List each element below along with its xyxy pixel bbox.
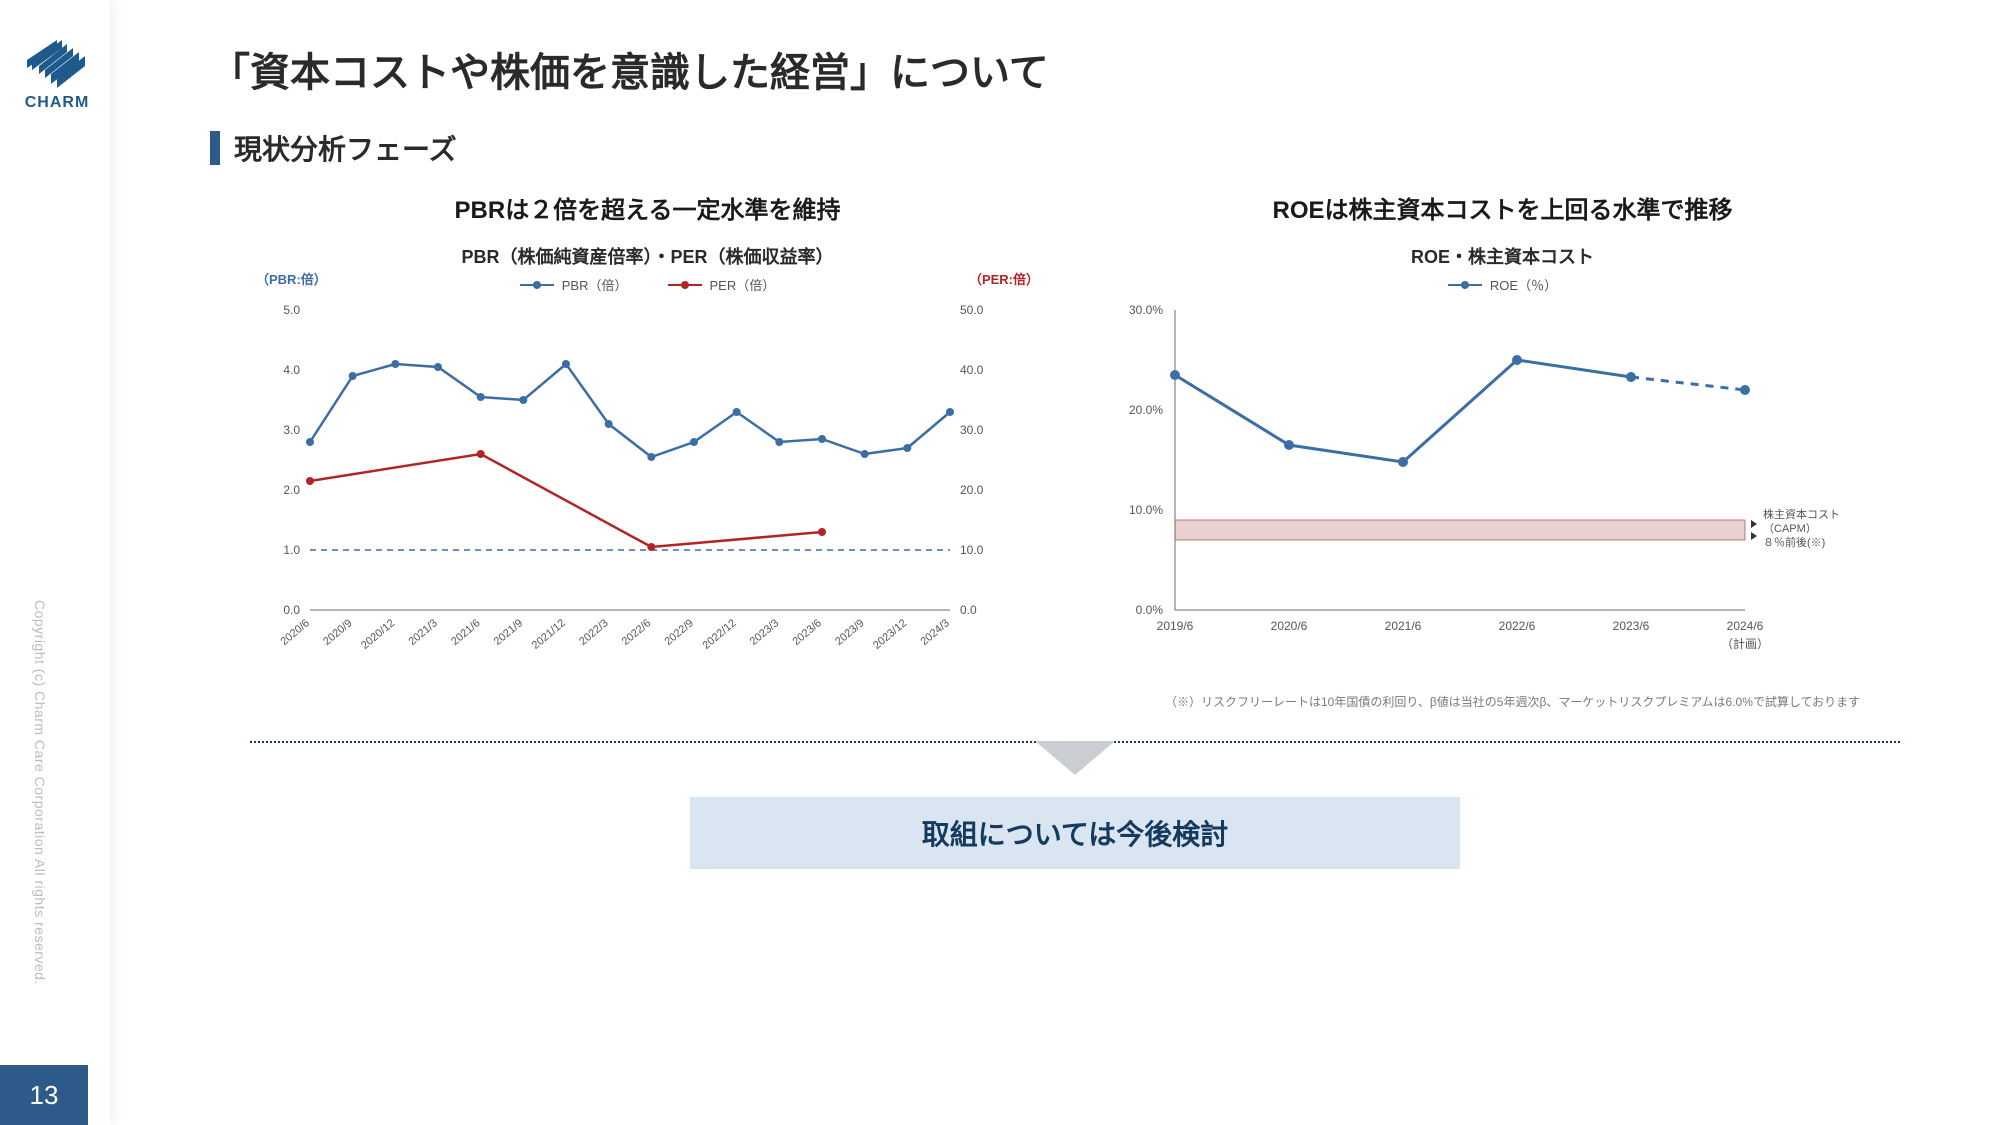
roe-chart-block: ROEは株主資本コストを上回る水準で推移 ROE・株主資本コスト ROE（％） … xyxy=(1105,190,1900,711)
svg-text:2019/6: 2019/6 xyxy=(1157,619,1194,633)
svg-text:1.0: 1.0 xyxy=(283,543,300,557)
svg-text:2023/9: 2023/9 xyxy=(833,617,866,648)
right-block-heading: ROEは株主資本コストを上回る水準で推移 xyxy=(1105,190,1900,225)
svg-text:10.0%: 10.0% xyxy=(1129,503,1163,517)
page-number: 13 xyxy=(0,1065,88,1125)
svg-text:2022/3: 2022/3 xyxy=(577,617,610,648)
svg-text:2020/6: 2020/6 xyxy=(1271,619,1308,633)
svg-text:2022/12: 2022/12 xyxy=(700,617,738,652)
svg-text:2021/6: 2021/6 xyxy=(449,617,482,648)
right-chart-legend: ROE（％） xyxy=(1105,275,1900,294)
pbr-per-chart: 0.0 1.0 2.0 3.0 4.0 5.0 0.0 10.0 20.0 30.0 40.0 50.… xyxy=(250,300,1010,680)
svg-text:８％前後(※): ８％前後(※) xyxy=(1763,535,1825,549)
svg-text:2021/9: 2021/9 xyxy=(492,617,525,648)
section-header: 現状分析フェーズ xyxy=(210,128,1940,168)
svg-text:0.0: 0.0 xyxy=(283,603,300,617)
svg-text:20.0%: 20.0% xyxy=(1129,403,1163,417)
right-y-axis-hint: （PER:倍） xyxy=(969,269,1039,288)
svg-text:2023/6: 2023/6 xyxy=(1613,619,1650,633)
svg-text:2022/6: 2022/6 xyxy=(1499,619,1536,633)
svg-text:2024/6: 2024/6 xyxy=(1727,619,1764,633)
pbr-per-chart-block: PBRは２倍を超える一定水準を維持 PBR（株価純資産倍率）・PER（株価収益率… xyxy=(250,190,1045,711)
copyright-text: Copyright (c) Charm Care Corporation All… xyxy=(32,600,48,985)
svg-text:30.0%: 30.0% xyxy=(1129,303,1163,317)
svg-text:（計画）: （計画） xyxy=(1721,636,1769,651)
left-chart-subtitle: PBR（株価純資産倍率）・PER（株価収益率） xyxy=(250,243,1045,269)
roe-chart: 0.0% 10.0% 20.0% 30.0% 2019/6 2020/6 2021/6 202… xyxy=(1105,300,1865,680)
svg-text:40.0: 40.0 xyxy=(960,363,984,377)
svg-text:2020/9: 2020/9 xyxy=(321,617,354,648)
svg-text:5.0: 5.0 xyxy=(283,303,300,317)
svg-text:3.0: 3.0 xyxy=(283,423,300,437)
svg-text:2020/12: 2020/12 xyxy=(359,617,397,652)
svg-text:2024/3: 2024/3 xyxy=(918,617,951,648)
svg-text:2022/6: 2022/6 xyxy=(620,617,653,648)
left-y-axis-hint: （PBR:倍） xyxy=(256,269,327,288)
svg-text:2.0: 2.0 xyxy=(283,483,300,497)
svg-text:0.0%: 0.0% xyxy=(1136,603,1164,617)
svg-text:4.0: 4.0 xyxy=(283,363,300,377)
svg-text:2021/12: 2021/12 xyxy=(530,617,568,652)
brand-logo: CHARM xyxy=(22,40,92,112)
section-title: 現状分析フェーズ xyxy=(234,128,457,168)
page-title: 「資本コストや株価を意識した経営」について xyxy=(210,40,1940,98)
svg-text:2022/9: 2022/9 xyxy=(662,617,695,648)
right-chart-subtitle: ROE・株主資本コスト xyxy=(1105,243,1900,269)
svg-text:10.0: 10.0 xyxy=(960,543,984,557)
svg-text:（CAPM）: （CAPM） xyxy=(1763,522,1817,535)
legend-roe: ROE（％） xyxy=(1490,275,1557,294)
right-chart-footnote: （※）リスクフリーレートは10年国債の利回り、β値は当社の5年週次β、マーケット… xyxy=(1105,693,1900,711)
svg-text:2023/3: 2023/3 xyxy=(748,617,781,648)
legend-pbr: PBR（倍） xyxy=(562,275,628,294)
svg-text:2021/3: 2021/3 xyxy=(406,617,439,648)
left-chart-legend: PBR（倍） PER（倍） xyxy=(250,275,1045,294)
svg-text:株主資本コスト: 株主資本コスト xyxy=(1763,507,1840,521)
svg-text:30.0: 30.0 xyxy=(960,423,984,437)
svg-text:2021/6: 2021/6 xyxy=(1385,619,1422,633)
svg-text:20.0: 20.0 xyxy=(960,483,984,497)
section-accent-bar xyxy=(210,131,220,165)
brand-name: CHARM xyxy=(22,94,92,112)
svg-text:2020/6: 2020/6 xyxy=(278,617,311,648)
legend-per: PER（倍） xyxy=(710,275,776,294)
conclusion-box: 取組については今後検討 xyxy=(690,797,1460,869)
svg-text:50.0: 50.0 xyxy=(960,303,984,317)
logo-icon xyxy=(27,40,87,88)
svg-text:2023/6: 2023/6 xyxy=(790,617,823,648)
left-block-heading: PBRは２倍を超える一定水準を維持 xyxy=(250,190,1045,225)
svg-text:2023/12: 2023/12 xyxy=(871,617,909,652)
svg-text:0.0: 0.0 xyxy=(960,603,977,617)
arrow-down-icon xyxy=(1035,741,1115,775)
